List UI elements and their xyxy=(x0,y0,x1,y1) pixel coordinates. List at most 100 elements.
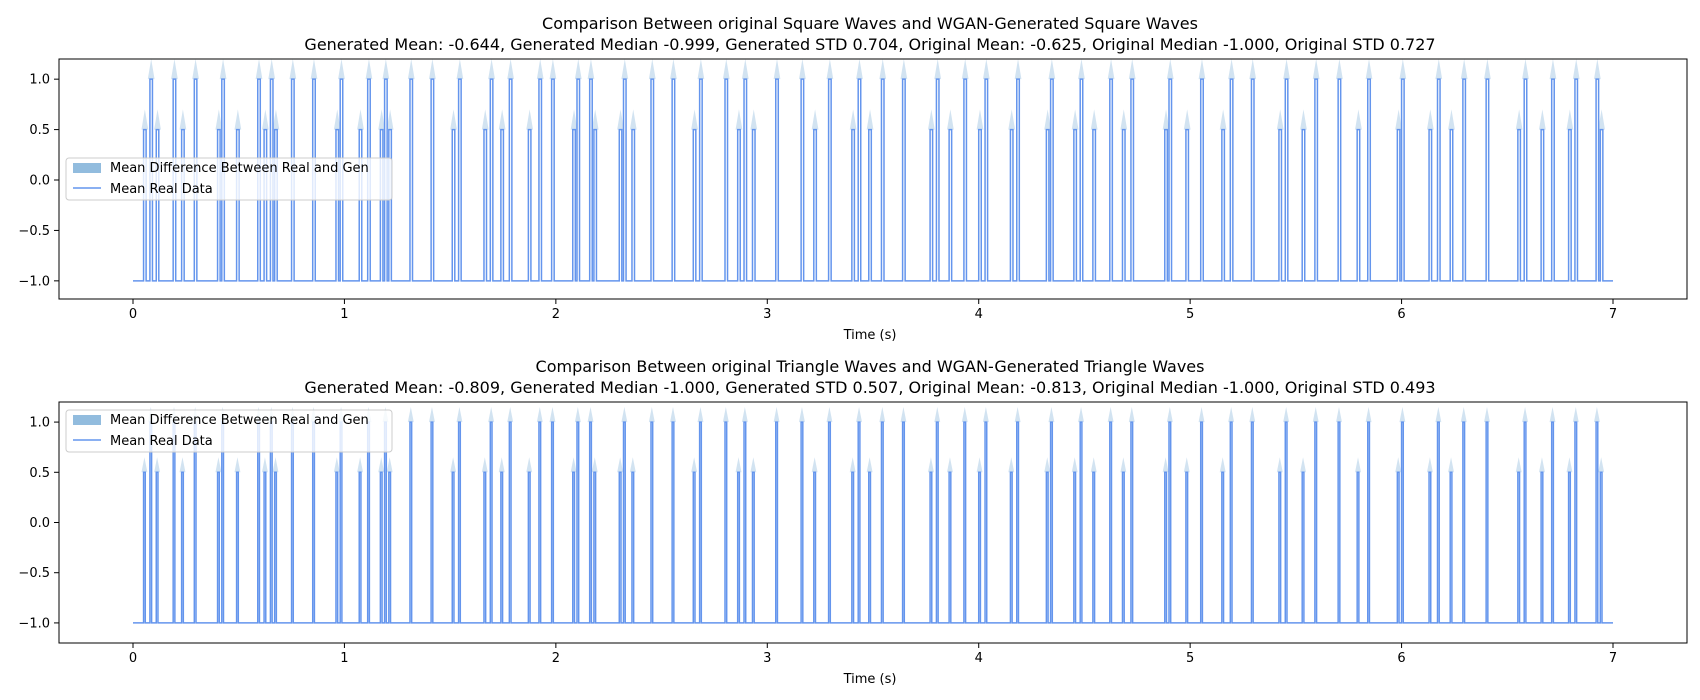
mean-difference-spike xyxy=(1166,407,1173,423)
mean-difference-spike xyxy=(982,407,989,423)
y-tick-label: −0.5 xyxy=(18,566,50,581)
mean-difference-spike xyxy=(215,457,222,473)
y-tick-label: 0.5 xyxy=(29,466,50,481)
mean-difference-spike xyxy=(691,457,698,473)
mean-difference-spike xyxy=(811,457,818,473)
mean-difference-spike xyxy=(179,457,186,473)
legend-box xyxy=(65,409,393,453)
mean-difference-spike xyxy=(481,109,489,130)
mean-difference-spike xyxy=(1539,109,1546,130)
mean-difference-spike xyxy=(621,407,628,423)
mean-difference-spike xyxy=(1276,457,1283,473)
mean-difference-spike xyxy=(215,109,223,130)
mean-difference-spike xyxy=(154,109,161,130)
mean-difference-spike xyxy=(1448,109,1455,130)
x-tick-label: 4 xyxy=(975,307,983,322)
mean-difference-spike xyxy=(1283,59,1290,80)
mean-difference-spike xyxy=(1048,59,1056,80)
mean-difference-spike xyxy=(1355,457,1361,473)
mean-difference-spike xyxy=(1071,457,1078,473)
mean-difference-spike xyxy=(1198,59,1206,80)
mean-difference-spike xyxy=(526,457,533,473)
mean-difference-spike xyxy=(1435,59,1443,80)
mean-difference-spike xyxy=(722,407,729,423)
mean-difference-spike xyxy=(811,109,819,130)
mean-difference-spike xyxy=(934,407,941,423)
mean-difference-spike xyxy=(947,109,954,130)
mean-difference-spike xyxy=(141,457,148,473)
mean-difference-spike xyxy=(570,109,578,130)
mean-difference-spike xyxy=(1008,457,1015,473)
mean-real-data-line xyxy=(133,78,1613,282)
legend-label-mean-real-data: Mean Real Data xyxy=(110,182,213,197)
x-tick-label: 2 xyxy=(552,307,560,322)
mean-difference-spike xyxy=(574,59,582,80)
mean-difference-spike xyxy=(338,59,345,80)
mean-difference-spike xyxy=(826,59,834,80)
mean-difference-spike xyxy=(1522,407,1529,423)
mean-difference-spike xyxy=(927,109,935,130)
mean-difference-spike xyxy=(927,457,934,473)
mean-difference-spike xyxy=(629,109,637,130)
mean-difference-spike xyxy=(1515,457,1522,473)
mean-difference-spike xyxy=(849,457,856,473)
mean-difference-spike xyxy=(826,407,833,423)
mean-difference-spike xyxy=(234,457,241,473)
mean-difference-spike xyxy=(621,59,629,80)
mean-difference-spike xyxy=(289,59,297,80)
mean-difference-spike xyxy=(1198,407,1205,423)
mean-difference-spike xyxy=(617,457,624,473)
mean-difference-spike xyxy=(1460,59,1468,80)
mean-difference-spike xyxy=(536,407,543,423)
y-tick-label: 0.5 xyxy=(29,123,50,138)
mean-difference-spike xyxy=(961,407,968,423)
mean-difference-spike xyxy=(1460,407,1467,423)
mean-difference-spike xyxy=(450,457,457,473)
mean-difference-spike xyxy=(1008,109,1016,130)
mean-difference-spike xyxy=(856,59,863,80)
plot-area: 0 1 2 3 4 5 6 7 −1.0 −0.5 0.0 0.5 1.0 xyxy=(18,58,1688,322)
mean-difference-spike xyxy=(1593,59,1601,80)
x-tick-label: 6 xyxy=(1397,307,1405,322)
mean-difference-spike xyxy=(976,109,984,130)
mean-difference-spike xyxy=(1183,457,1190,473)
mean-difference-spike xyxy=(1249,59,1257,80)
mean-difference-spike xyxy=(378,109,386,130)
mean-difference-spike xyxy=(697,59,705,80)
legend-swatch-mean-difference xyxy=(73,163,101,173)
mean-difference-spike xyxy=(982,59,990,80)
mean-difference-spike xyxy=(272,457,279,473)
mean-difference-spike xyxy=(1228,59,1235,80)
x-tick-label: 5 xyxy=(1186,651,1194,666)
mean-difference-spike xyxy=(722,59,730,80)
mean-difference-spike xyxy=(272,109,280,130)
mean-difference-spike xyxy=(961,59,969,80)
mean-difference-spike xyxy=(1598,109,1605,130)
mean-difference-spike xyxy=(234,109,242,130)
mean-difference-spike xyxy=(507,407,514,423)
mean-difference-spike xyxy=(1078,407,1085,423)
mean-difference-spike xyxy=(648,59,656,80)
mean-difference-spike xyxy=(179,109,187,130)
mean-difference-spike xyxy=(741,407,748,423)
mean-difference-spike xyxy=(947,457,953,473)
mean-difference-spike xyxy=(1549,407,1556,423)
mean-difference-spike xyxy=(741,59,749,80)
mean-difference-spike xyxy=(856,407,863,423)
mean-difference-spike xyxy=(456,407,463,423)
mean-difference-spike xyxy=(1183,109,1191,130)
x-tick-label: 1 xyxy=(340,307,348,322)
mean-difference-spike xyxy=(1399,59,1407,80)
mean-difference-spike xyxy=(386,109,394,130)
mean-difference-spike xyxy=(1399,407,1406,423)
mean-difference-spike xyxy=(450,109,457,130)
mean-difference-spike xyxy=(154,457,161,473)
mean-difference-spike xyxy=(488,59,495,80)
y-tick-label: 0.0 xyxy=(29,174,50,189)
mean-difference-spike xyxy=(1522,59,1529,80)
mean-difference-spike xyxy=(498,457,505,473)
mean-difference-spike xyxy=(750,457,757,473)
y-tick-label: 0.0 xyxy=(29,516,50,531)
mean-difference-spike xyxy=(382,59,390,80)
x-axis-label: Time (s) xyxy=(843,672,897,687)
